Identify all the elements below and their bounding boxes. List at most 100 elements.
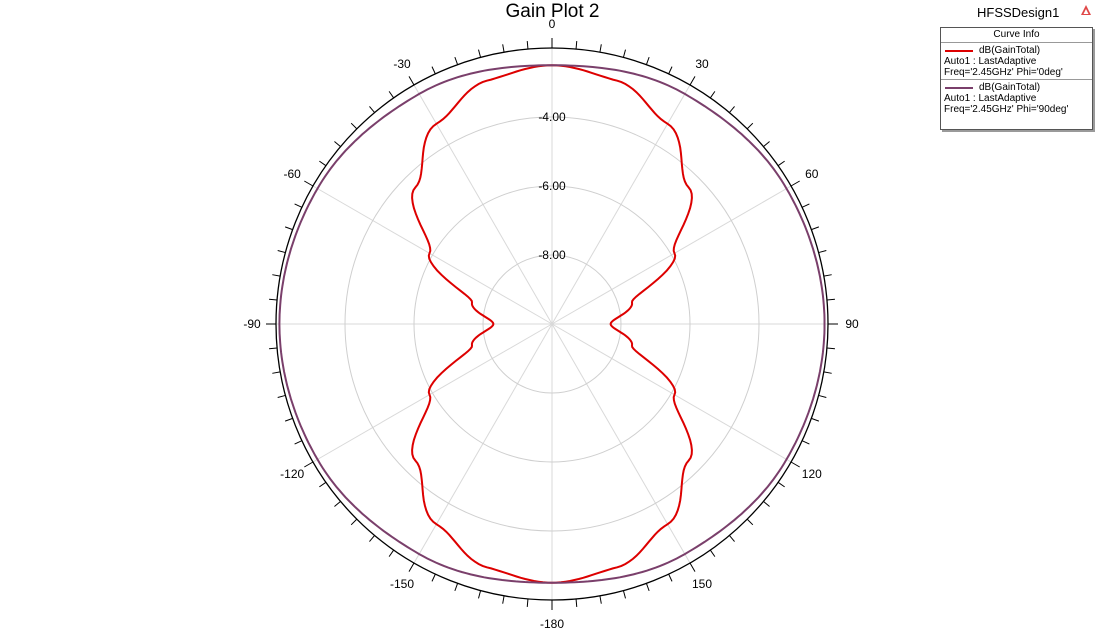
angle-tick-label: 120 [802, 467, 822, 481]
angle-tick-label: -90 [243, 317, 261, 331]
angle-tick-mark [622, 49, 626, 58]
legend-entry-solution: Auto1 : LastAdaptive [944, 93, 1037, 104]
angle-tick-mark [709, 549, 716, 557]
angle-tick-mark [689, 562, 696, 572]
radial-tick-label: -6.00 [538, 179, 566, 193]
angle-tick-mark [431, 66, 436, 75]
angle-tick-mark [801, 203, 810, 208]
legend-swatch-purple [945, 86, 973, 89]
angle-tick-mark [622, 590, 626, 599]
chart-title: Gain Plot 2 [505, 1, 600, 22]
angle-tick-label: -180 [540, 617, 564, 629]
angle-tick-mark [454, 56, 459, 65]
angle-tick-mark [599, 595, 602, 604]
series-curves [278, 64, 826, 584]
angle-tick-mark [269, 347, 278, 350]
angle-tick-mark [818, 250, 827, 254]
angle-tick-mark [790, 180, 800, 187]
angle-tick-mark [811, 226, 820, 231]
angle-tick-mark [709, 91, 716, 99]
angle-tick-mark [350, 122, 358, 130]
angle-tick-mark [304, 180, 314, 187]
angle-tick-mark [388, 91, 395, 99]
angle-tick-mark [790, 461, 800, 468]
angle-tick-mark [826, 347, 835, 350]
curve-info-legend[interactable]: Curve Info dB(GainTotal) Auto1 : LastAda… [940, 27, 1093, 130]
angle-tick-mark [277, 250, 286, 254]
angle-tick-mark [319, 160, 327, 167]
legend-entry-name: dB(GainTotal) [979, 45, 1041, 56]
grid-ring [413, 185, 691, 463]
angle-tick-label: 0 [549, 17, 556, 31]
angle-tick-mark [319, 481, 327, 488]
angle-tick-mark [746, 122, 754, 130]
angle-tick-mark [823, 371, 832, 374]
angle-tick-mark [369, 535, 375, 542]
angle-tick-mark [454, 583, 459, 592]
angle-tick-mark [826, 298, 835, 301]
angle-tick-mark [502, 595, 505, 604]
angle-tick-mark [277, 394, 286, 398]
angle-tick-mark [777, 160, 785, 167]
radial-tick-label: -4.00 [538, 110, 566, 124]
angle-tick-mark [431, 573, 436, 582]
legend-entry-params: Freq='2.45GHz' Phi='0deg' [944, 67, 1063, 78]
grid-ring [482, 254, 622, 394]
angle-tick-mark [668, 573, 673, 582]
angle-tick-mark [369, 106, 375, 113]
angle-tick-mark [818, 394, 827, 398]
angle-tick-mark [272, 371, 281, 374]
angle-tick-mark [272, 274, 281, 277]
legend-entry-phi-0[interactable]: dB(GainTotal) Auto1 : LastAdaptive Freq=… [941, 43, 1092, 79]
angle-tick-mark [763, 501, 770, 507]
grid-ring [344, 116, 760, 532]
legend-entry-solution: Auto1 : LastAdaptive [944, 56, 1037, 67]
design-name-label: HFSSDesign1 [977, 5, 1060, 20]
angle-tick-mark [575, 598, 578, 607]
angle-tick-mark [645, 56, 650, 65]
angle-tick-label: -150 [390, 577, 414, 591]
angle-tick-mark [645, 583, 650, 592]
angle-tick-mark [334, 501, 341, 507]
angle-tick-label: 30 [695, 57, 709, 71]
angle-tick-label: 150 [692, 577, 712, 591]
angle-tick-label: 60 [805, 167, 819, 181]
angle-tick-mark [478, 590, 482, 599]
angle-tick-mark [294, 203, 303, 208]
axis-labels: 0 30 60 90 120 150 -180 -150 -120 -90 -60 -30 -4.00 -… [243, 17, 859, 629]
angle-tick-mark [526, 41, 529, 50]
angle-tick-mark [689, 76, 696, 86]
polar-grid [275, 47, 829, 601]
angle-tick-mark [284, 226, 293, 231]
angle-tick-mark [599, 44, 602, 53]
angle-tick-mark [801, 440, 810, 445]
series-line-1 [278, 64, 826, 584]
angle-tick-mark [823, 274, 832, 277]
angle-tick-mark [729, 106, 735, 113]
angle-tick-label: -60 [284, 167, 302, 181]
angle-tick-mark [388, 549, 395, 557]
angle-tick-mark [408, 76, 415, 86]
legend-entry-name: dB(GainTotal) [979, 82, 1041, 93]
angle-tick-mark [777, 481, 785, 488]
angle-tick-mark [304, 461, 314, 468]
legend-entry-params: Freq='2.45GHz' Phi='90deg' [944, 104, 1069, 115]
radial-tick-label: -8.00 [538, 248, 566, 262]
angle-tick-label: -120 [280, 467, 304, 481]
angle-tick-mark [334, 141, 341, 147]
legend-swatch-red [945, 49, 973, 52]
angle-tick-mark [746, 518, 754, 526]
angle-tick-mark [575, 41, 578, 50]
angle-tick-mark [269, 298, 278, 301]
angle-tick-mark [668, 66, 673, 75]
angle-tick-mark [502, 44, 505, 53]
angle-ticks [266, 38, 838, 610]
angle-tick-mark [408, 562, 415, 572]
angle-tick-mark [350, 518, 358, 526]
angle-tick-mark [763, 141, 770, 147]
angle-tick-mark [729, 535, 735, 542]
angle-tick-mark [294, 440, 303, 445]
angle-tick-mark [478, 49, 482, 58]
legend-entry-phi-90[interactable]: dB(GainTotal) Auto1 : LastAdaptive Freq=… [941, 79, 1092, 116]
